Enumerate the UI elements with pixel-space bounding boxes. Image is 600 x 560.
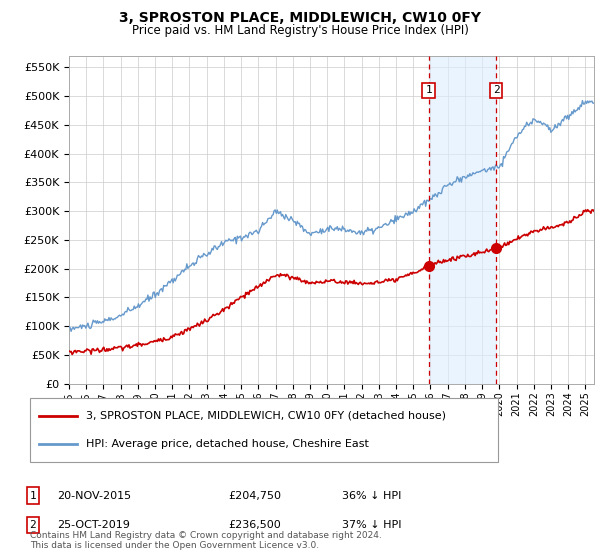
Text: 37% ↓ HPI: 37% ↓ HPI: [342, 520, 401, 530]
Text: £236,500: £236,500: [228, 520, 281, 530]
Text: £204,750: £204,750: [228, 491, 281, 501]
Text: 36% ↓ HPI: 36% ↓ HPI: [342, 491, 401, 501]
Text: 2: 2: [493, 86, 500, 96]
Text: 25-OCT-2019: 25-OCT-2019: [57, 520, 130, 530]
Text: 1: 1: [425, 86, 432, 96]
Text: HPI: Average price, detached house, Cheshire East: HPI: Average price, detached house, Ches…: [86, 439, 369, 449]
Text: 3, SPROSTON PLACE, MIDDLEWICH, CW10 0FY (detached house): 3, SPROSTON PLACE, MIDDLEWICH, CW10 0FY …: [86, 410, 446, 421]
Text: 20-NOV-2015: 20-NOV-2015: [57, 491, 131, 501]
Text: Contains HM Land Registry data © Crown copyright and database right 2024.
This d: Contains HM Land Registry data © Crown c…: [30, 530, 382, 550]
Text: Price paid vs. HM Land Registry's House Price Index (HPI): Price paid vs. HM Land Registry's House …: [131, 24, 469, 36]
Text: 3, SPROSTON PLACE, MIDDLEWICH, CW10 0FY: 3, SPROSTON PLACE, MIDDLEWICH, CW10 0FY: [119, 11, 481, 25]
Text: 2: 2: [29, 520, 37, 530]
Bar: [428, 56, 496, 384]
Text: 1: 1: [29, 491, 37, 501]
